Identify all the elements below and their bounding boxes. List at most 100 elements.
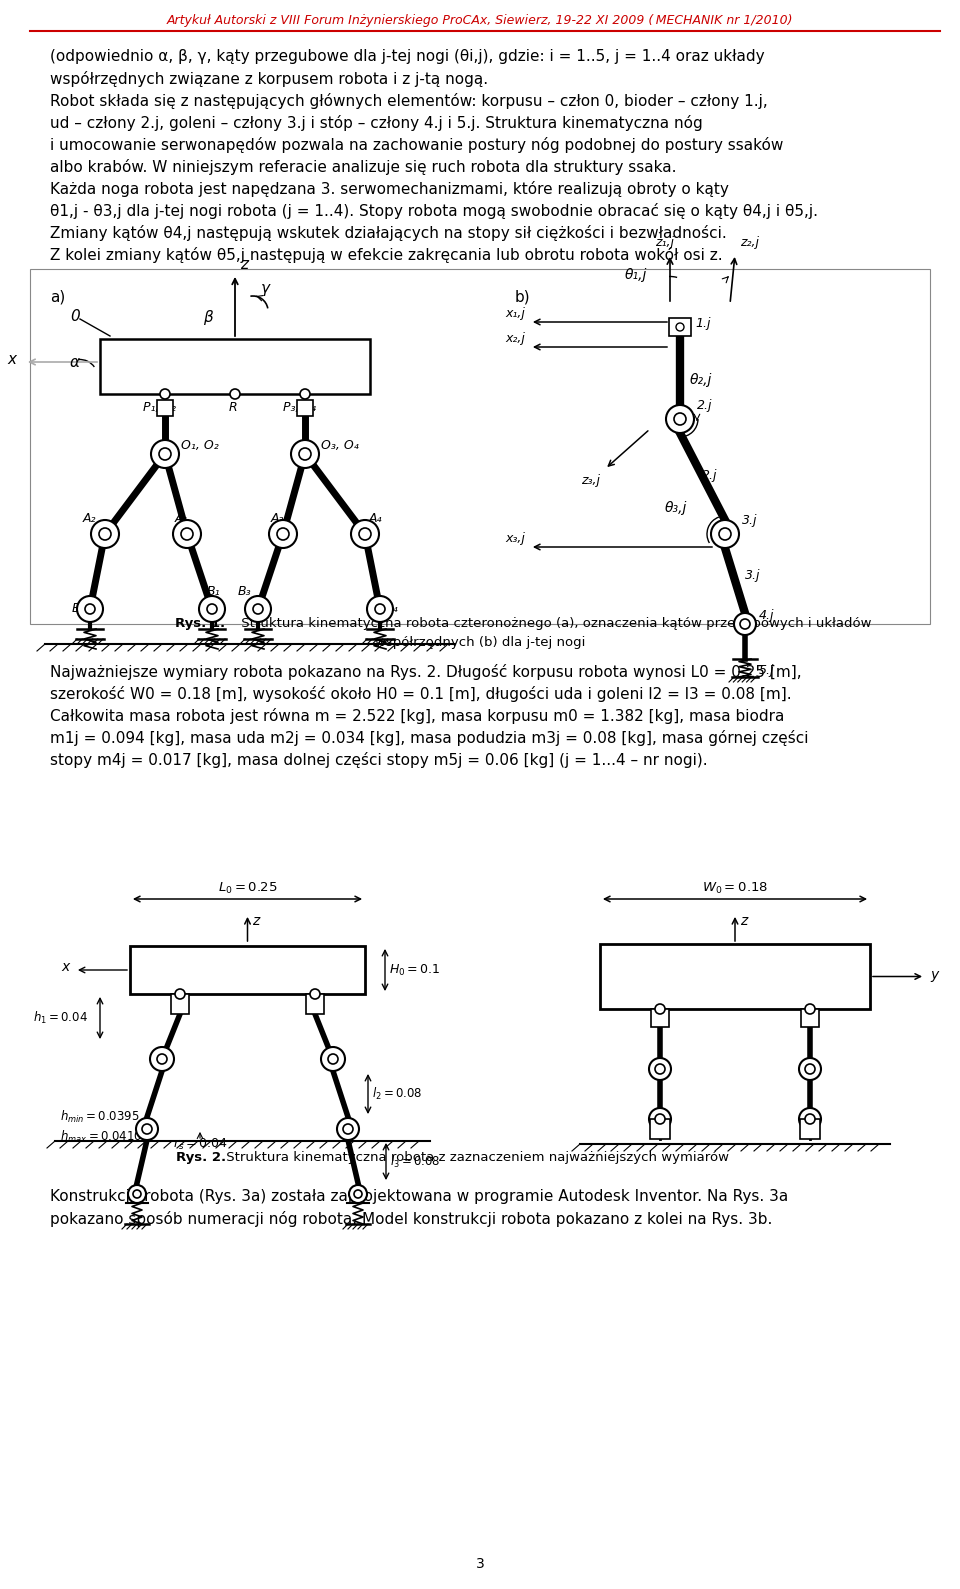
Text: $d = 0.1$: $d = 0.1$ — [713, 960, 757, 974]
Circle shape — [343, 1123, 353, 1135]
Circle shape — [300, 389, 310, 399]
Text: $h_{min} = 0.0395$: $h_{min} = 0.0395$ — [60, 1109, 140, 1125]
Text: Każda noga robota jest napędzana 3. serwomechanizmami, które realizują obroty o : Każda noga robota jest napędzana 3. serw… — [50, 181, 729, 197]
Circle shape — [151, 440, 179, 469]
Circle shape — [133, 1190, 141, 1198]
Text: Robot składa się z następujących głównych elementów: korpusu – człon 0, bioder –: Robot składa się z następujących głównyc… — [50, 94, 768, 110]
Circle shape — [321, 1047, 345, 1071]
Text: Rys. 2.: Rys. 2. — [176, 1150, 227, 1165]
Bar — [306, 995, 324, 1014]
Circle shape — [328, 1054, 338, 1065]
Circle shape — [666, 405, 694, 432]
Circle shape — [799, 1108, 821, 1130]
Text: 3: 3 — [475, 1557, 485, 1572]
Circle shape — [337, 1119, 359, 1139]
Text: R: R — [229, 400, 238, 415]
Text: współrzędnych związane z korpusem robota i z j-tą nogą.: współrzędnych związane z korpusem robota… — [50, 72, 488, 87]
Text: Artykuł Autorski z VIII Forum Inżynierskiego ProCAx, Siewierz, 19-22 XI 2009 ( M: Artykuł Autorski z VIII Forum Inżyniersk… — [167, 14, 793, 27]
Circle shape — [351, 520, 379, 548]
Text: $h_1 = 0.04$: $h_1 = 0.04$ — [33, 1011, 87, 1026]
Text: Z kolei zmiany kątów θ5,j następują w efekcie zakręcania lub obrotu robota wokół: Z kolei zmiany kątów θ5,j następują w ef… — [50, 246, 723, 264]
Circle shape — [805, 1065, 815, 1074]
Text: 2.j: 2.j — [697, 399, 712, 412]
Text: Rys. 1.: Rys. 1. — [175, 617, 226, 629]
Circle shape — [655, 1065, 665, 1074]
Bar — [30, 269, 930, 624]
Circle shape — [77, 596, 103, 621]
Bar — [669, 318, 691, 335]
Text: albo krabów. W niniejszym referacie analizuje się ruch robota dla struktury ssak: albo krabów. W niniejszym referacie anal… — [50, 159, 677, 175]
Text: x: x — [7, 353, 16, 367]
Text: z: z — [240, 257, 248, 272]
Circle shape — [740, 620, 750, 629]
Text: z: z — [252, 914, 260, 928]
Text: z: z — [740, 914, 747, 928]
Text: pokazano sposób numeracji nóg robota. Model konstrukcji robota pokazano z kolei : pokazano sposób numeracji nóg robota. Mo… — [50, 1211, 773, 1227]
Circle shape — [91, 520, 119, 548]
Text: B₂: B₂ — [72, 602, 85, 615]
Text: α: α — [70, 354, 80, 370]
Bar — [651, 1009, 669, 1026]
Text: Konstrukcja robota (Rys. 3a) została zaprojektowana w programie Autodesk Invento: Konstrukcja robota (Rys. 3a) została zap… — [50, 1189, 788, 1204]
Text: m1j = 0.094 [kg], masa uda m2j = 0.034 [kg], masa podudzia m3j = 0.08 [kg], masa: m1j = 0.094 [kg], masa uda m2j = 0.034 [… — [50, 729, 808, 745]
Circle shape — [655, 1114, 665, 1123]
Text: z₂,j: z₂,j — [740, 237, 759, 249]
Circle shape — [799, 1058, 821, 1081]
Bar — [171, 995, 189, 1014]
Text: 0: 0 — [70, 308, 80, 324]
Bar — [650, 1119, 670, 1139]
Circle shape — [99, 528, 111, 540]
Text: P₁, P₂: P₁, P₂ — [143, 400, 176, 415]
Text: 3.j: 3.j — [742, 513, 757, 528]
Text: x₃,j: x₃,j — [505, 532, 525, 545]
Circle shape — [150, 1047, 174, 1071]
Text: O₃, O₄: O₃, O₄ — [321, 439, 359, 451]
Text: $c = 0.13$: $c = 0.13$ — [212, 953, 263, 968]
Text: stopy m4j = 0.017 [kg], masa dolnej części stopy m5j = 0.06 [kg] (j = 1...4 – nr: stopy m4j = 0.017 [kg], masa dolnej częś… — [50, 752, 708, 767]
Circle shape — [207, 604, 217, 613]
Text: P₃, P₄: P₃, P₄ — [283, 400, 316, 415]
Bar — [157, 400, 173, 416]
Bar — [100, 338, 370, 394]
Text: $H_0 = 0.1$: $H_0 = 0.1$ — [389, 963, 441, 977]
Text: ud – człony 2.j, goleni – człony 3.j i stóp – człony 4.j i 5.j. Struktura kinema: ud – człony 2.j, goleni – człony 3.j i s… — [50, 114, 703, 130]
Text: A₂: A₂ — [83, 512, 97, 524]
Text: A₄: A₄ — [369, 512, 382, 524]
Circle shape — [128, 1185, 146, 1203]
Text: Zmiany kątów θ4,j następują wskutek działających na stopy sił ciężkości i bezwła: Zmiany kątów θ4,j następują wskutek dzia… — [50, 226, 727, 242]
Text: θ₃,j: θ₃,j — [665, 501, 687, 515]
Text: 4.j: 4.j — [759, 609, 775, 621]
Text: B₁: B₁ — [207, 585, 221, 597]
Text: x: x — [61, 960, 70, 974]
Circle shape — [230, 389, 240, 399]
Circle shape — [175, 988, 185, 999]
Circle shape — [160, 389, 170, 399]
Circle shape — [674, 413, 686, 424]
Circle shape — [181, 528, 193, 540]
Circle shape — [159, 448, 171, 459]
Text: 3.j: 3.j — [745, 569, 760, 582]
Circle shape — [173, 520, 201, 548]
Circle shape — [253, 604, 263, 613]
Bar — [600, 944, 870, 1009]
Text: $l_3 = 0.08$: $l_3 = 0.08$ — [390, 1154, 441, 1170]
Circle shape — [655, 1004, 665, 1014]
Text: γ: γ — [261, 281, 270, 296]
Circle shape — [310, 988, 320, 999]
Text: a): a) — [50, 289, 65, 303]
Circle shape — [269, 520, 297, 548]
Text: θ1,j - θ3,j dla j-tej nogi robota (j = 1..4). Stopy robota mogą swobodnie obraca: θ1,j - θ3,j dla j-tej nogi robota (j = 1… — [50, 203, 818, 219]
Circle shape — [277, 528, 289, 540]
Circle shape — [734, 613, 756, 636]
Text: x₁,j: x₁,j — [505, 307, 525, 319]
Text: (odpowiednio α, β, γ, kąty przegubowe dla j-tej nogi (θi,j), gdzie: i = 1..5, j : (odpowiednio α, β, γ, kąty przegubowe dl… — [50, 49, 764, 64]
Bar — [800, 1119, 820, 1139]
Text: Struktura kinematyczna robota czteronożnego (a), oznaczenia kątów przegubowych i: Struktura kinematyczna robota czteronożn… — [237, 617, 872, 629]
Circle shape — [349, 1185, 367, 1203]
Circle shape — [805, 1004, 815, 1014]
Circle shape — [375, 604, 385, 613]
Text: $h_{max} = 0.0410$: $h_{max} = 0.0410$ — [60, 1130, 142, 1146]
Text: współrzędnych (b) dla j-tej nogi: współrzędnych (b) dla j-tej nogi — [374, 636, 586, 648]
Bar — [297, 400, 313, 416]
Text: A₃: A₃ — [271, 512, 284, 524]
